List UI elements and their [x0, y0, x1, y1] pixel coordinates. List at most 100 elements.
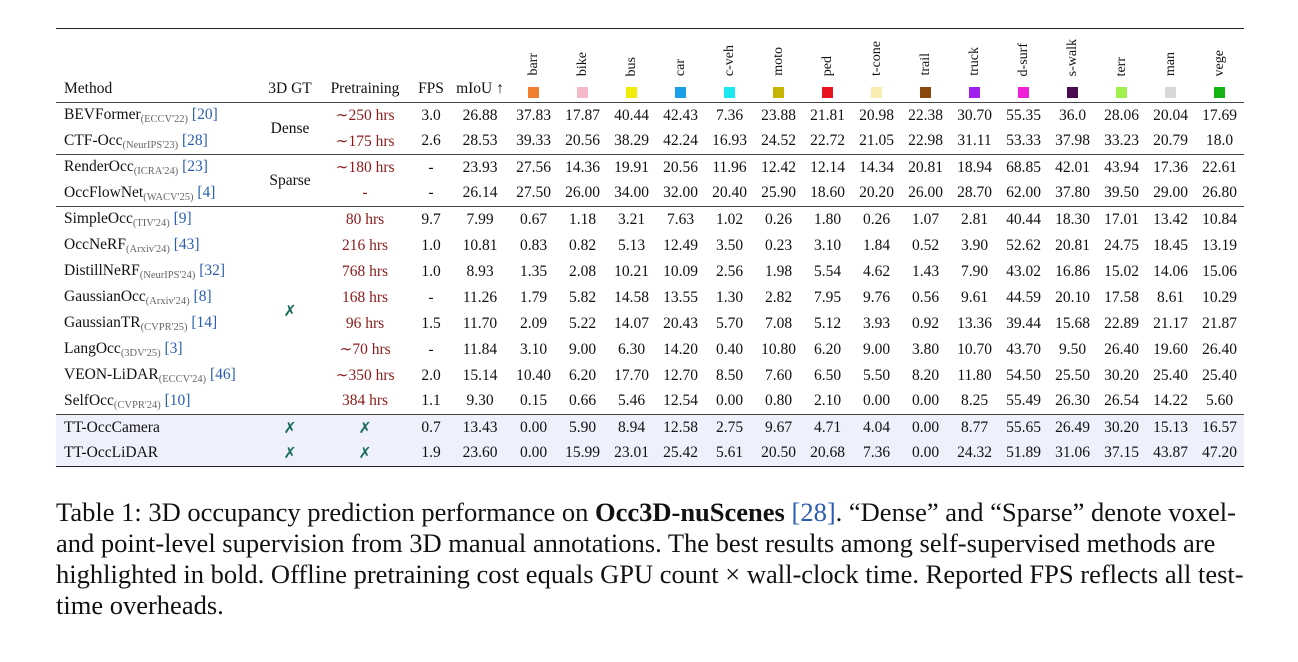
class-value-cell: 0.00: [901, 440, 950, 467]
class-value-cell: 1.43: [911, 262, 940, 280]
method-cell: SimpleOcc(TIV'24) [9]: [56, 206, 261, 233]
class-value-cell: 20.56: [565, 132, 600, 150]
miou-cell: 26.88: [451, 102, 509, 129]
miou-cell: 11.70: [462, 314, 498, 332]
class-value-cell: 42.01: [1048, 154, 1097, 181]
class-value-cell: 26.49: [1048, 414, 1097, 441]
class-value-cell: 14.22: [1153, 392, 1188, 410]
table-body: BEVFormer(ECCV'22) [20] Dense ∼250 hrs 3.0 2…: [56, 102, 1244, 467]
method-ref: [28]: [181, 131, 208, 149]
caption-prefix: Table 1: 3D occupancy prediction perform…: [56, 497, 595, 527]
class-color-swatch: [871, 87, 882, 98]
class-value-cell: 0.00: [911, 392, 940, 410]
class-value-cell: 3.50: [715, 236, 744, 254]
fps-cell: 3.0: [411, 102, 451, 129]
class-value-cell: 20.81: [901, 154, 950, 181]
class-value-cell: 15.68: [1055, 314, 1090, 332]
class-value-cell: 10.09: [663, 262, 698, 280]
class-value-cell: 27.56: [509, 154, 558, 181]
class-value-cell: 12.42: [754, 154, 803, 181]
miou-cell: 23.60: [451, 440, 509, 467]
class-value-cell: 17.36: [1146, 154, 1195, 181]
miou-cell: 13.43: [451, 414, 509, 441]
caption-ref: [28]: [791, 497, 836, 527]
table-row: GaussianOcc(Arxiv'24) [8] 168 hrs - 11.26 1.…: [56, 285, 1244, 311]
class-value-cell: 18.45: [1153, 236, 1188, 254]
class-value-cell: 8.25: [960, 392, 989, 410]
method-ref: [3]: [164, 340, 183, 357]
class-value-cell: 26.80: [1202, 184, 1237, 202]
class-value-cell: 24.75: [1104, 236, 1139, 254]
class-value-cell: 53.33: [1006, 132, 1041, 150]
miou-cell: 10.81: [462, 236, 498, 254]
class-value-cell: 10.40: [516, 366, 551, 384]
class-value-cell: 30.20: [1104, 366, 1139, 384]
method-venue: (3DV'25): [120, 348, 161, 359]
class-value-cell: 0.83: [519, 236, 548, 254]
method-name: OccFlowNet: [64, 183, 144, 201]
class-value-cell: 10.29: [1202, 288, 1237, 306]
table-row: CTF-Occ(NeurIPS'23) [28] ∼175 hrs 2.6 28.53…: [56, 129, 1244, 155]
class-value-cell: 6.20: [813, 340, 842, 358]
method-ref: [43]: [173, 236, 200, 253]
header-class-ped: ped: [803, 29, 852, 103]
class-value-cell: 29.00: [1153, 184, 1188, 202]
method-ref: [8]: [193, 288, 212, 305]
method-ref: [9]: [173, 210, 192, 228]
class-value-cell: 4.71: [803, 414, 852, 441]
class-color-swatch: [1214, 87, 1225, 98]
class-value-cell: 0.52: [911, 236, 940, 254]
class-value-cell: 55.49: [1006, 392, 1041, 410]
class-value-cell: 43.87: [1146, 440, 1195, 467]
class-value-cell: 20.98: [852, 102, 901, 129]
class-value-cell: 5.12: [813, 314, 842, 332]
class-value-cell: 17.70: [614, 366, 649, 384]
class-label: trail: [917, 53, 933, 76]
header-class-man: man: [1146, 29, 1195, 103]
miou-cell: 11.26: [462, 288, 498, 306]
table-caption: Table 1: 3D occupancy prediction perform…: [56, 497, 1246, 621]
class-value-cell: 0.00: [862, 392, 891, 410]
pretraining-cell: 384 hrs: [341, 392, 389, 410]
class-value-cell: 39.33: [516, 132, 551, 150]
class-value-cell: 68.85: [999, 154, 1048, 181]
table-row-ours: TT-OccCamera ✗ ✗ 0.7 13.43 0.00 5.90 8.94 12.58 2…: [56, 414, 1244, 441]
fps-cell: 1.0: [421, 236, 441, 254]
class-value-cell: 30.70: [950, 102, 999, 129]
class-value-cell: 30.20: [1097, 414, 1146, 441]
class-value-cell: 12.70: [663, 366, 698, 384]
class-label: vege: [1211, 49, 1227, 76]
class-value-cell: 26.00: [908, 184, 943, 202]
class-value-cell: 9.00: [862, 340, 891, 358]
fps-cell: 1.0: [421, 262, 441, 280]
class-value-cell: 5.13: [617, 236, 646, 254]
method-name: CTF-Occ: [64, 131, 123, 149]
class-color-swatch: [1165, 87, 1176, 98]
class-value-cell: 9.00: [568, 340, 597, 358]
miou-cell: 28.53: [462, 132, 498, 150]
class-value-cell: 55.65: [999, 414, 1048, 441]
header-miou: mIoU ↑: [456, 80, 504, 97]
miou-cell: 15.14: [462, 366, 498, 384]
class-value-cell: 52.62: [1006, 236, 1041, 254]
fps-cell: 0.7: [411, 414, 451, 441]
class-value-cell: 7.63: [656, 206, 705, 233]
class-value-cell: 0.00: [715, 392, 744, 410]
class-value-cell: 0.15: [519, 392, 548, 410]
header-class-s-walk: s-walk: [1048, 29, 1097, 103]
class-value-cell: 44.59: [1006, 288, 1041, 306]
method-name: TT-OccCamera: [56, 414, 261, 441]
class-value-cell: 21.87: [1202, 314, 1237, 332]
class-value-cell: 2.81: [950, 206, 999, 233]
class-value-cell: 43.94: [1097, 154, 1146, 181]
class-value-cell: 17.58: [1104, 288, 1139, 306]
class-value-cell: 16.86: [1055, 262, 1090, 280]
method-name: SelfOcc: [64, 391, 114, 409]
table-row: RenderOcc(ICRA'24) [23] Sparse ∼180 hrs -23…: [56, 154, 1244, 207]
method-cell: OccFlowNet(WACV'25) [4]: [56, 181, 261, 207]
class-value-cell: 0.26: [852, 206, 901, 233]
pretraining-cell: 80 hrs: [319, 206, 411, 233]
class-value-cell: 15.06: [1202, 262, 1237, 280]
class-value-cell: 18.94: [950, 154, 999, 181]
header-pretraining: Pretraining: [330, 80, 400, 97]
